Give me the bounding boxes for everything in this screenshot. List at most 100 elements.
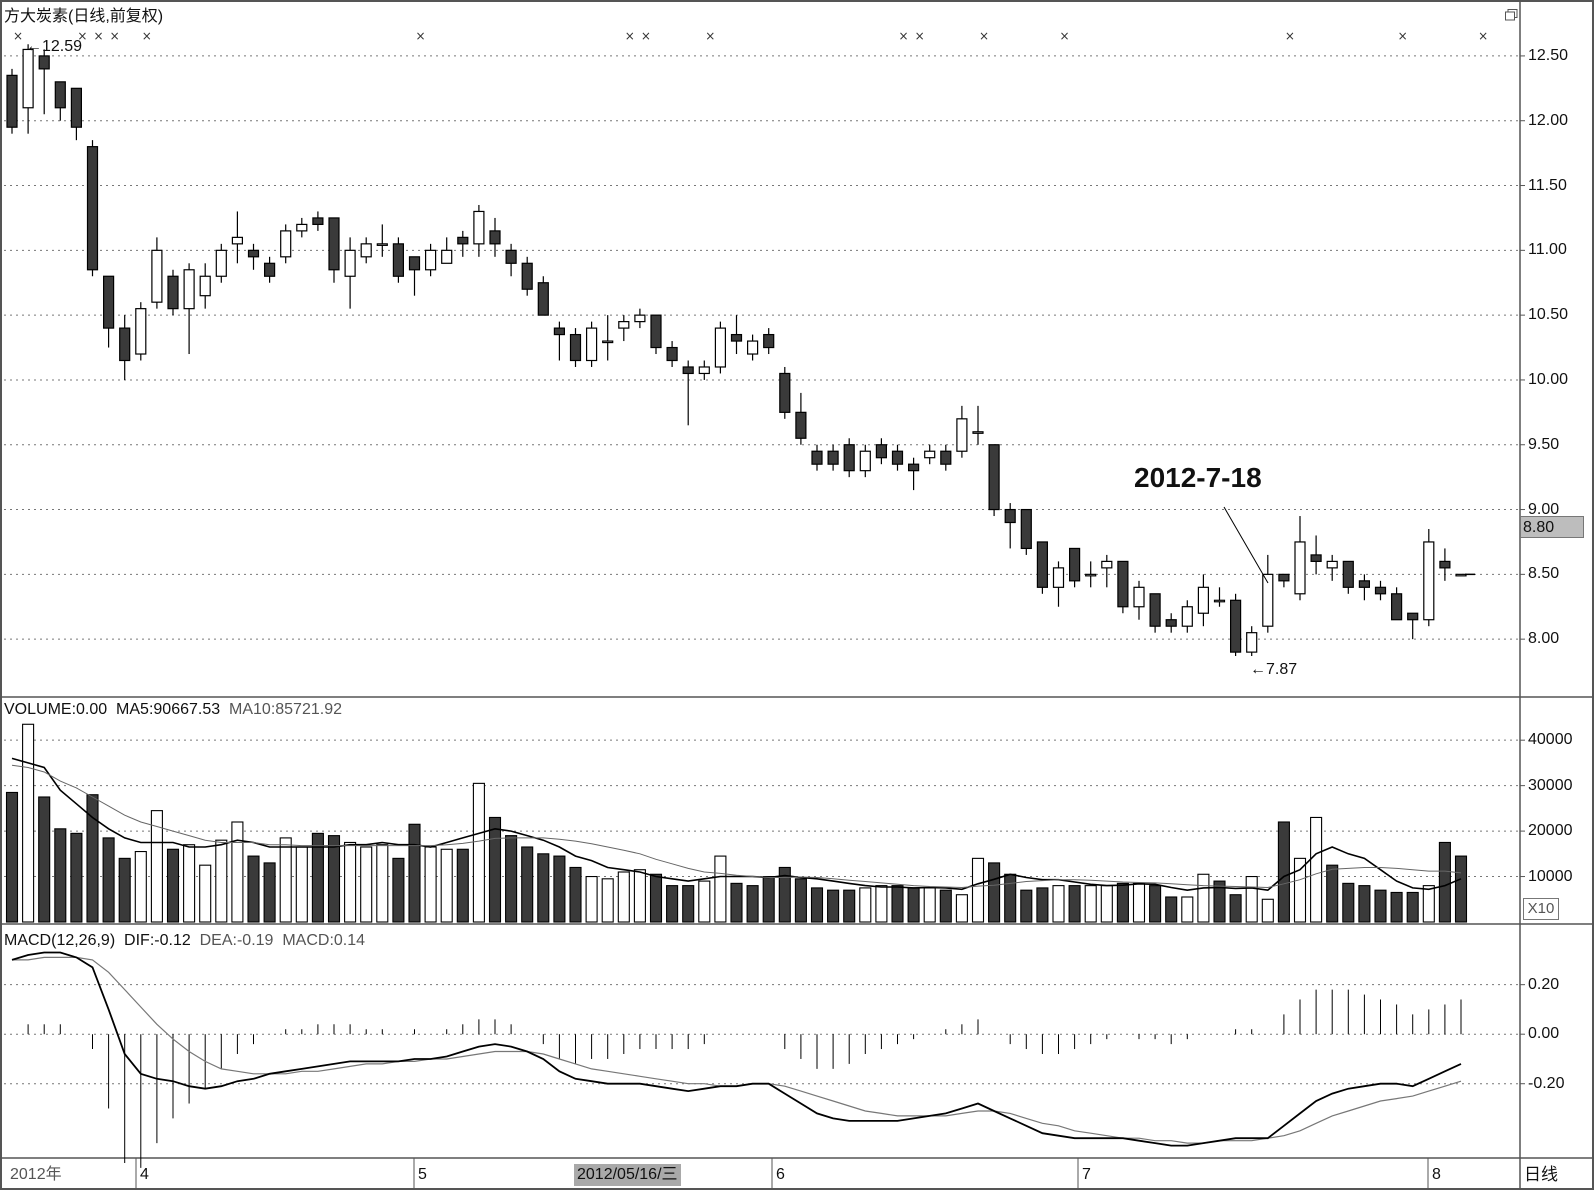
volume-bar xyxy=(408,823,421,923)
candle-body xyxy=(1278,573,1290,582)
period-label[interactable]: 日线 xyxy=(1524,1165,1558,1184)
volume-bar xyxy=(1197,873,1210,923)
volume-bar xyxy=(54,828,67,923)
event-marker: × xyxy=(1398,29,1408,43)
cursor-date-badge: 2012/05/16/三 xyxy=(574,1164,681,1186)
price-tick-label: 11.00 xyxy=(1528,241,1567,259)
macd-header: MACD(12,26,9) DIF:-0.12 DEA:-0.19 MACD:0… xyxy=(4,932,365,950)
volume-bar xyxy=(22,723,35,923)
candle-body xyxy=(618,321,630,329)
candle-body xyxy=(875,444,888,459)
volume-bar xyxy=(521,846,534,923)
macd-dea: DEA:-0.19 xyxy=(199,932,274,949)
event-marker: × xyxy=(898,29,908,43)
volume-bar xyxy=(118,857,131,923)
volume-bar xyxy=(360,846,373,923)
candle-body xyxy=(38,55,50,70)
candle-body xyxy=(1085,573,1097,577)
candle-body xyxy=(1439,560,1451,569)
candle-body xyxy=(199,275,211,297)
candle-body xyxy=(988,444,1000,511)
candle-body xyxy=(1165,619,1177,627)
volume-bar xyxy=(859,887,872,923)
candle-body xyxy=(167,275,179,310)
macd-value: MACD:0.14 xyxy=(282,932,366,949)
candle-body xyxy=(328,217,340,271)
volume-bar xyxy=(1181,896,1194,923)
volume-bar xyxy=(955,894,968,923)
candle-body xyxy=(537,282,549,316)
volume-bar xyxy=(231,821,244,923)
candle-body xyxy=(215,249,227,277)
restore-icon[interactable] xyxy=(1505,9,1518,21)
candle-body xyxy=(682,366,694,375)
volume-bar xyxy=(134,850,147,923)
candle-body xyxy=(730,333,743,342)
volume-bar xyxy=(199,864,212,923)
event-marker: × xyxy=(625,29,635,43)
candle-body xyxy=(489,230,501,245)
volume-bar xyxy=(424,846,437,923)
volume-bar xyxy=(1406,891,1419,923)
macd-tick-label: 0.00 xyxy=(1528,1025,1560,1043)
volume-bar xyxy=(1390,891,1403,923)
volume-bar xyxy=(1084,885,1097,923)
candle-body xyxy=(425,249,437,271)
event-marker: × xyxy=(415,29,425,43)
volume-bar xyxy=(1261,898,1274,923)
event-marker: × xyxy=(77,29,87,43)
candle-body xyxy=(1213,599,1226,603)
volume-ma5-line xyxy=(11,757,1462,892)
month-label: 5 xyxy=(418,1166,427,1183)
candle-body xyxy=(956,418,968,452)
candle-body xyxy=(924,450,936,459)
event-marker: × xyxy=(13,29,23,43)
low-price-marker: ←7.87 xyxy=(1250,661,1298,678)
volume-bar xyxy=(1454,855,1468,923)
macd-dif-line xyxy=(11,951,1462,1147)
volume-bar xyxy=(1422,885,1435,923)
candle-body xyxy=(1052,567,1065,588)
volume-bar xyxy=(327,835,341,923)
volume-bar xyxy=(344,841,357,923)
candle-body xyxy=(183,269,195,310)
event-marker: × xyxy=(979,29,989,43)
volume-bar xyxy=(971,857,985,923)
candle-body xyxy=(70,87,83,128)
volume-bar xyxy=(456,848,469,923)
volume-bar xyxy=(569,866,582,923)
last-price-badge: 8.80 xyxy=(1520,516,1584,538)
macd-dea-line xyxy=(12,956,1462,1144)
event-marker: × xyxy=(915,29,925,43)
price-tick-label: 11.50 xyxy=(1528,176,1567,194)
volume-bar xyxy=(1277,821,1290,923)
candle-body xyxy=(1020,508,1032,550)
volume-bar xyxy=(440,848,453,923)
candle-body xyxy=(1229,599,1242,653)
volume-bar xyxy=(263,862,276,923)
candle-body xyxy=(940,450,952,465)
macd-tick-label: 0.20 xyxy=(1528,975,1560,993)
month-label: 7 xyxy=(1082,1166,1091,1183)
volume-tick-label: 30000 xyxy=(1528,776,1573,794)
candle-body xyxy=(843,444,855,472)
volume-bar xyxy=(1245,875,1258,923)
volume-bar xyxy=(923,887,936,923)
candle-body xyxy=(22,48,34,109)
candle-body xyxy=(457,236,469,245)
candle-body xyxy=(907,463,920,472)
candle-body xyxy=(296,223,308,232)
volume-bar xyxy=(150,810,163,923)
candle-body xyxy=(473,210,485,245)
volume-bar xyxy=(376,844,389,923)
volume-bar xyxy=(794,878,807,923)
volume-bar xyxy=(183,844,196,923)
candle-body xyxy=(1326,560,1338,569)
candle-body xyxy=(1374,586,1387,595)
volume-tick-label: 10000 xyxy=(1528,867,1573,885)
volume-bar xyxy=(166,848,180,923)
macd-params: MACD(12,26,9) xyxy=(4,932,116,949)
candle-body xyxy=(1342,560,1354,588)
